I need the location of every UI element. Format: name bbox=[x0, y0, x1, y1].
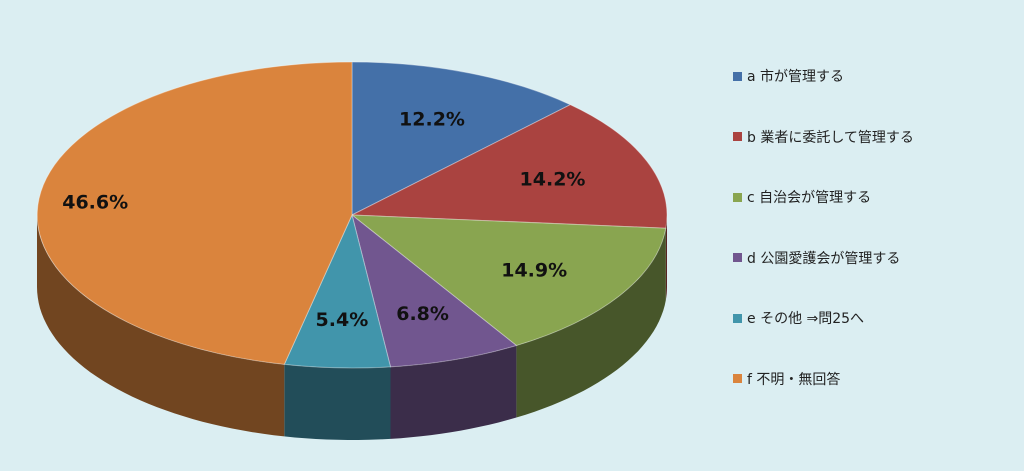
pie-side-b bbox=[665, 215, 667, 301]
pie-top bbox=[36, 61, 668, 369]
legend-label: d 公園愛護会が管理する bbox=[747, 250, 901, 267]
pie-sides bbox=[37, 215, 667, 440]
legend-item-e: e その他 ⇒問25へ bbox=[733, 308, 1018, 328]
legend-label: a 市が管理する bbox=[747, 69, 845, 85]
pie-slice-a bbox=[351, 61, 572, 216]
legend-item-d: d 公園愛護会が管理する bbox=[733, 248, 1018, 268]
pie-side-e bbox=[284, 364, 391, 440]
legend-label: b 業者に委託して管理する bbox=[747, 129, 914, 146]
legend-swatch bbox=[733, 313, 742, 323]
legend-swatch bbox=[733, 253, 742, 262]
data-label-e: 5.4% bbox=[316, 309, 369, 331]
legend-swatch bbox=[733, 374, 742, 383]
legend-label: f 不明・無回答 bbox=[747, 371, 841, 388]
data-label-f: 46.6% bbox=[62, 191, 128, 213]
legend-item-a: a 市が管理する bbox=[733, 66, 1018, 86]
legend-swatch bbox=[733, 132, 742, 141]
pie-slice-f bbox=[36, 61, 353, 365]
legend-item-c: c 自治会が管理する bbox=[733, 187, 1018, 207]
legend-label: c 自治会が管理する bbox=[747, 190, 872, 206]
pie-labels: 12.2% 14.2% 14.9% 6.8% 5.4% 46.6% bbox=[62, 109, 585, 331]
data-label-d: 6.8% bbox=[396, 303, 449, 325]
data-label-b: 14.2% bbox=[520, 168, 586, 190]
pie-side-c bbox=[516, 228, 666, 418]
pie-side-f bbox=[37, 215, 285, 437]
pie-slice-c bbox=[350, 214, 667, 347]
legend-swatch bbox=[733, 192, 742, 202]
data-label-c: 14.9% bbox=[501, 260, 567, 282]
pie-slice-e bbox=[283, 213, 392, 369]
legend-label: e その他 ⇒問25へ bbox=[747, 311, 865, 327]
pie-side-d bbox=[390, 345, 517, 439]
pie-slice-b bbox=[350, 104, 668, 229]
legend-swatch bbox=[733, 71, 742, 81]
data-label-a: 12.2% bbox=[399, 109, 465, 131]
legend-item-b: b 業者に委託して管理する bbox=[733, 127, 1018, 147]
legend: a 市が管理する b 業者に委託して管理する c 自治会が管理する d 公園愛護会が管… bbox=[733, 66, 1018, 429]
legend-item-f: f 不明・無回答 bbox=[733, 369, 1018, 389]
pie-slice-d bbox=[351, 213, 518, 368]
